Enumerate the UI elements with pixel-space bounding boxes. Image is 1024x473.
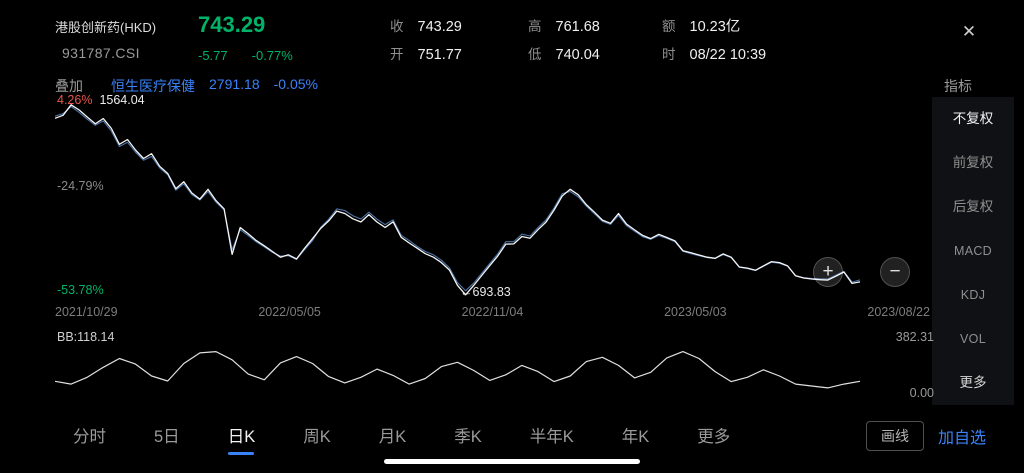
overlay-button[interactable]: 叠加 [55,78,83,94]
menu-item-no-adjust[interactable]: 不复权 [952,111,994,126]
indicator-menu: 不复权 前复权 后复权 MACD KDJ VOL 更多 [932,97,1014,405]
stat-value-turnover: 10.23亿 [689,19,741,35]
tab-monthly-k[interactable]: 月K [378,428,407,446]
sub-axis-min: 0.00 [909,386,934,400]
stat-label-high: 高 [528,19,542,34]
stat-value-close: 743.29 [417,19,462,35]
main-price-chart[interactable] [55,98,930,300]
tab-5day[interactable]: 5日 [154,428,180,446]
indicator-menu-button[interactable]: 指标 [944,78,972,94]
quote-stats-col-3: 额 10.23亿 时 08/22 10:39 [662,15,767,63]
x-tick: 2023/05/03 [664,305,727,319]
close-icon: ✕ [961,22,977,41]
add-watchlist-button[interactable]: 加自选 [938,430,987,447]
axis-top-value: 1564.04 [99,93,145,107]
sub-indicator-chart[interactable] [55,346,930,396]
tab-quarterly-k[interactable]: 季K [454,428,482,446]
price-change-row: -5.77 -0.77% [198,48,293,63]
zoom-in-button[interactable]: + [813,257,843,287]
menu-item-kdj[interactable]: KDJ [960,288,986,302]
sub-axis-max: 382.31 [895,330,934,344]
instrument-code: 931787.CSI [62,45,140,61]
tab-halfyear-k[interactable]: 半年K [529,428,574,446]
menu-item-more[interactable]: 更多 [959,375,987,390]
menu-item-vol[interactable]: VOL [960,332,986,346]
period-tabs: 分时 5日 日K 周K 月K 季K 半年K 年K 更多 [73,414,730,456]
stat-value-high: 761.68 [555,19,600,35]
zoom-out-button[interactable]: − [880,257,910,287]
last-price: 743.29 [198,12,266,37]
axis-mid-pct: -24.79% [57,179,104,193]
close-button[interactable]: ✕ [953,16,985,48]
stat-label-time: 时 [662,47,676,62]
quote-stats-col-2: 高 761.68 低 740.04 [528,15,600,63]
draw-line-button[interactable]: 画线 [866,421,924,451]
home-indicator[interactable] [384,459,640,464]
stat-value-time: 08/22 10:39 [689,47,767,63]
minus-icon: − [889,261,901,282]
overlay-row: 叠加 恒生医疗保健 2791.18 -0.05% [55,76,318,96]
chart-top-axis-row: 4.26% 1564.04 [57,93,145,107]
x-axis-dates: 2021/10/29 2022/05/05 2022/11/04 2023/05… [55,305,930,319]
stat-value-low: 740.04 [555,47,600,63]
axis-top-pct: 4.26% [57,93,93,107]
menu-item-forward-adjust[interactable]: 前复权 [952,155,994,170]
sub-indicator-value: BB:118.14 [57,330,115,344]
axis-bottom-pct: -53.78% [57,283,104,297]
stat-value-open: 751.77 [417,47,462,63]
overlay-index-chip[interactable]: 恒生医疗保健 2791.18 -0.05% [111,76,318,96]
tab-daily-k[interactable]: 日K [228,417,256,453]
stat-label-low: 低 [528,47,542,62]
tab-yearly-k[interactable]: 年K [621,428,650,446]
x-tick: 2023/08/22 [867,305,930,319]
stat-label-close: 收 [390,19,404,34]
tab-intraday[interactable]: 分时 [73,428,106,446]
overlay-index-name: 恒生医疗保健 [111,78,195,94]
overlay-index-pct: -0.05% [273,76,318,92]
stat-label-turnover: 额 [662,19,676,34]
stat-label-open: 开 [390,47,404,62]
tab-more[interactable]: 更多 [697,428,731,446]
overlay-index-value: 2791.18 [209,76,260,92]
instrument-name: 港股创新药(HKD) [55,20,157,35]
plus-icon: + [822,261,834,282]
menu-item-backward-adjust[interactable]: 后复权 [952,199,994,214]
tab-weekly-k[interactable]: 周K [303,428,331,446]
low-point-marker: ←693.83 [460,285,511,299]
price-change: -5.77 [198,48,228,63]
x-tick: 2022/05/05 [258,305,321,319]
quote-stats-col-1: 收 743.29 开 751.77 [390,15,462,63]
x-tick: 2021/10/29 [55,305,118,319]
x-tick: 2022/11/04 [461,305,524,319]
price-change-pct: -0.77% [251,48,293,63]
menu-item-macd[interactable]: MACD [953,244,992,258]
